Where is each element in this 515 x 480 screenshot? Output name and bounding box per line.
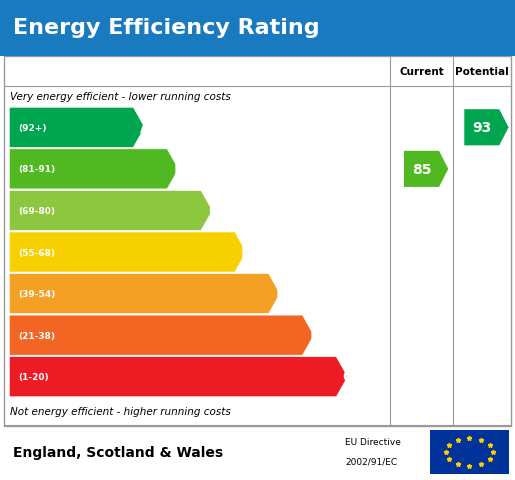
Text: Potential: Potential (455, 67, 509, 76)
Text: (1-20): (1-20) (19, 372, 49, 382)
Text: (81-91): (81-91) (19, 165, 56, 174)
Text: A: A (140, 120, 151, 135)
Text: EU Directive: EU Directive (345, 437, 401, 446)
Text: B: B (174, 162, 185, 177)
Polygon shape (9, 357, 348, 397)
Polygon shape (404, 152, 448, 188)
Text: England, Scotland & Wales: England, Scotland & Wales (13, 445, 223, 459)
Bar (4, 57, 511, 426)
Text: Not energy efficient - higher running costs: Not energy efficient - higher running co… (10, 407, 231, 417)
Text: 2002/91/EC: 2002/91/EC (345, 456, 397, 466)
Bar (0, 0, 515, 57)
Polygon shape (9, 315, 314, 356)
Text: (21-38): (21-38) (19, 331, 56, 340)
Text: (69-80): (69-80) (19, 206, 56, 216)
Polygon shape (9, 108, 145, 148)
Polygon shape (465, 110, 508, 146)
Polygon shape (9, 274, 280, 314)
Text: (39-54): (39-54) (19, 289, 56, 299)
Polygon shape (9, 149, 179, 190)
Text: Energy Efficiency Rating: Energy Efficiency Rating (13, 18, 319, 38)
Text: D: D (241, 245, 253, 260)
Polygon shape (9, 232, 246, 273)
Text: 85: 85 (412, 163, 431, 177)
Polygon shape (9, 191, 212, 231)
Text: 93: 93 (472, 121, 491, 135)
Text: E: E (276, 287, 286, 301)
Text: Current: Current (399, 67, 444, 76)
Bar (430, 431, 509, 474)
Text: C: C (208, 204, 219, 218)
Text: (92+): (92+) (19, 123, 47, 132)
Text: G: G (342, 370, 355, 384)
Text: Very energy efficient - lower running costs: Very energy efficient - lower running co… (10, 92, 231, 102)
Text: F: F (310, 328, 320, 343)
Text: (55-68): (55-68) (19, 248, 56, 257)
